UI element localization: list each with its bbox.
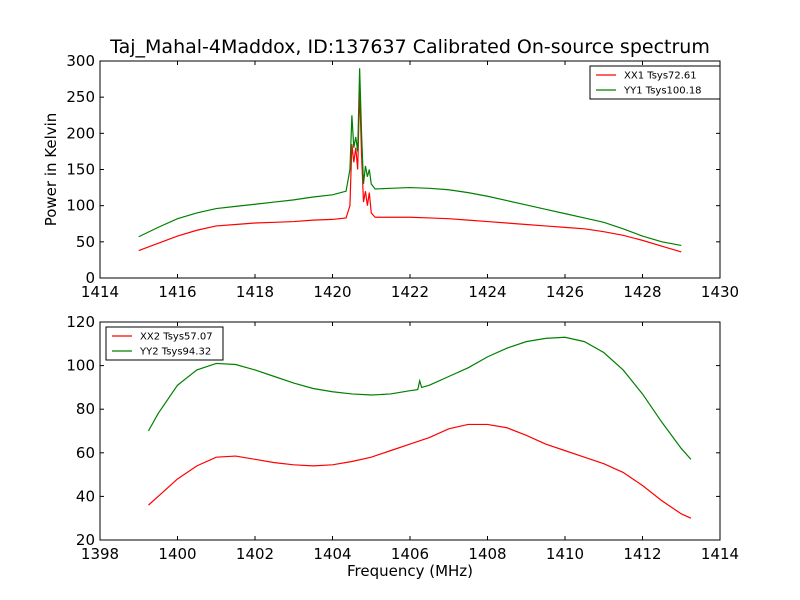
x-tick-label-1-3: 1404 — [313, 545, 351, 563]
y-tick-label-0-5: 250 — [66, 88, 95, 106]
bottom-panel: 1398 1400 1402 1404 1406 1408 1410 1412 1414 20 40… — [66, 313, 739, 580]
x-tick-label-0-6: 1426 — [546, 283, 584, 301]
x-tick-label-1-6: 1410 — [546, 545, 584, 563]
legend-label-1-0: XX2 Tsys57.07 — [140, 332, 213, 343]
y-tick-label-1-1: 40 — [76, 487, 95, 505]
y-tick-label-1-0: 20 — [76, 531, 95, 549]
top-panel: 1414 1416 1418 1420 1422 1424 1426 1428 1430 0 50 1… — [42, 52, 739, 301]
y-tick-label-0-4: 200 — [66, 124, 95, 142]
x-tick-label-1-2: 1402 — [236, 545, 274, 563]
y-tick-label-0-0: 0 — [85, 269, 95, 287]
y-tick-label-0-3: 150 — [66, 161, 95, 179]
y-tick-label-0-1: 50 — [76, 233, 95, 251]
x-tick-label-0-3: 1420 — [313, 283, 351, 301]
x-tick-label-0-1: 1416 — [158, 283, 196, 301]
legend-box-1 — [105, 326, 224, 361]
x-tick-label-1-5: 1408 — [468, 545, 506, 563]
x-tick-label-0-8: 1430 — [701, 283, 739, 301]
y-tick-label-0-2: 100 — [66, 197, 95, 215]
series-line-0-0 — [138, 89, 682, 253]
x-tick-label-0-0: 1414 — [81, 283, 119, 301]
y-tick-label-1-2: 60 — [76, 444, 95, 462]
y-tick-label-1-5: 120 — [66, 313, 95, 331]
series-line-1-1 — [147, 336, 692, 460]
y-tick-label-1-4: 100 — [66, 357, 95, 375]
x-tick-label-0-5: 1424 — [468, 283, 506, 301]
x-tick-label-1-7: 1412 — [623, 545, 661, 563]
x-tick-label-0-2: 1418 — [236, 283, 274, 301]
legend-box-0 — [589, 65, 721, 100]
y-axis-label-0: Power in Kelvin — [42, 113, 60, 227]
legend-label-0-1: YY1 Tsys100.18 — [623, 86, 702, 97]
y-tick-label-0-6: 300 — [66, 52, 95, 70]
series-line-1-0 — [148, 423, 692, 519]
legend-label-1-1: YY2 Tsys94.32 — [139, 347, 211, 358]
x-axis-label-1: Frequency (MHz) — [347, 562, 473, 580]
x-tick-label-1-8: 1414 — [701, 545, 739, 563]
x-tick-label-0-7: 1428 — [623, 283, 661, 301]
x-tick-label-0-4: 1422 — [391, 283, 429, 301]
x-tick-label-1-1: 1400 — [158, 545, 196, 563]
series-line-0-1 — [138, 68, 682, 247]
legend-label-0-0: XX1 Tsys72.61 — [624, 71, 697, 82]
x-tick-label-1-0: 1398 — [81, 545, 119, 563]
chart-title: Taj_Mahal-4Maddox, ID:137637 Calibrated … — [109, 36, 710, 58]
y-tick-label-1-3: 80 — [76, 400, 95, 418]
x-tick-label-1-4: 1406 — [391, 545, 429, 563]
